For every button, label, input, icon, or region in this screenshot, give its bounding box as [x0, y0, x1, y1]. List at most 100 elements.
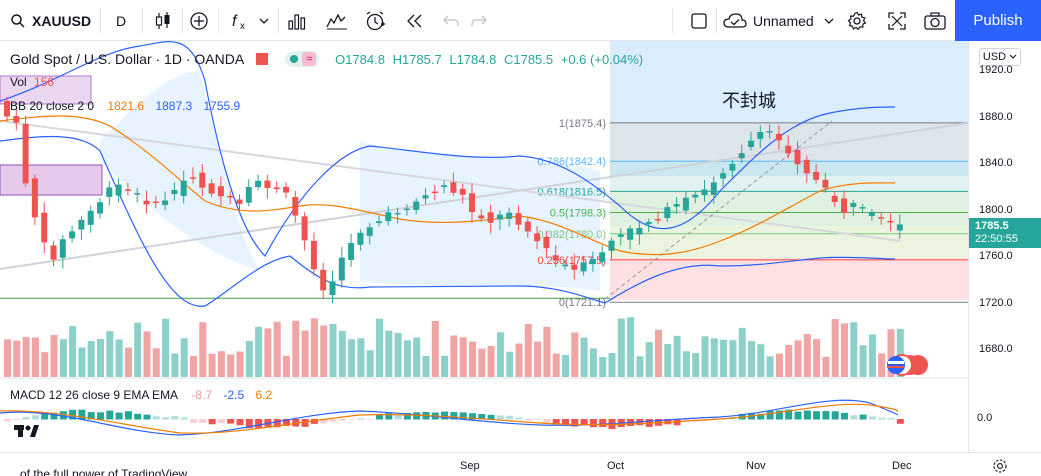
alarm-clock-icon [366, 10, 385, 30]
candle-body [236, 199, 243, 204]
layout-name-label: Unnamed [753, 12, 814, 29]
chart-settings-button[interactable] [845, 0, 869, 41]
volume-bar [868, 334, 876, 377]
ohlc-high: H1785.7 [392, 52, 442, 67]
volume-bar [850, 322, 858, 377]
dividend-flags[interactable] [887, 354, 928, 376]
tradingview-logo[interactable] [14, 425, 39, 437]
candle-body [385, 212, 392, 222]
macd-histogram-bar [841, 412, 848, 420]
candle-body [394, 212, 401, 215]
macd-legend[interactable]: MACD 12 26 close 9 EMA EMA -8.7 -2.5 6.2 [10, 388, 276, 402]
macd-histogram-bar [283, 419, 290, 426]
toolbar-divider [142, 8, 143, 33]
undo-button[interactable] [440, 0, 462, 41]
volume-bar [664, 343, 672, 377]
volume-bar [589, 348, 597, 377]
bollinger-bands [0, 41, 896, 307]
replay-button[interactable] [402, 0, 428, 41]
candle-body [31, 178, 38, 218]
symbol-title: Gold Spot / U.S. Dollar · 1D · OANDA [10, 51, 245, 67]
macd-histogram-bar [329, 419, 337, 422]
volume-bar [757, 344, 765, 377]
gear-icon [847, 11, 867, 30]
chevron-down-icon [1009, 54, 1017, 59]
macd-histogram-bar [524, 419, 532, 421]
chart-canvas[interactable]: 1(1875.4)0.786(1842.4)0.618(1816.5)0.5(1… [0, 41, 969, 452]
macd-histogram-bar [115, 412, 123, 420]
chevron-down-icon [259, 18, 269, 24]
macd-histogram-bar [348, 419, 356, 420]
volume-bar [124, 347, 132, 377]
candle-body [543, 236, 550, 249]
candle-body [171, 189, 178, 195]
symbol-search-button[interactable]: XAUUSD [10, 0, 91, 41]
candle-body [199, 172, 206, 188]
volume-bar [31, 337, 39, 377]
macd-histogram-bar [775, 410, 783, 420]
main-series-legend[interactable]: Gold Spot / U.S. Dollar · 1D · OANDA ≈ O… [10, 51, 647, 67]
candle-body [506, 212, 513, 219]
macd-histogram-bar [236, 419, 244, 426]
macd-histogram-bar [385, 412, 393, 420]
price-tick-label: 1840.0 [979, 157, 1013, 169]
compare-add-symbol-button[interactable] [186, 0, 212, 41]
ohlc-change: +0.6 (+0.04%) [560, 52, 644, 67]
bb-label: BB 20 close 2 0 [10, 99, 95, 113]
last-price-label[interactable]: 1785.5 22:50:55 [969, 218, 1041, 248]
candle-body [487, 212, 494, 223]
candle-body [729, 163, 736, 171]
volume-legend[interactable]: Vol 156 [10, 75, 58, 89]
volume-bar [255, 326, 263, 377]
candle-body [22, 123, 29, 184]
redo-button[interactable] [468, 0, 490, 41]
candle-body [720, 173, 727, 179]
candle-body [329, 281, 336, 296]
volume-bar [348, 339, 356, 377]
candle-body [757, 132, 764, 139]
templates-button[interactable] [324, 0, 350, 41]
layout-menu-button[interactable]: Unnamed [723, 0, 841, 41]
volume-bar [692, 352, 700, 377]
ohlc-open: O1784.8 [335, 52, 385, 67]
candle-body [115, 184, 122, 196]
macd-histogram-bar [292, 419, 300, 427]
drawing-box[interactable] [0, 75, 92, 105]
trend-lines[interactable] [0, 120, 969, 300]
snapshot-button[interactable] [922, 0, 948, 41]
alert-button[interactable] [362, 0, 388, 41]
chart-annotation-text[interactable]: 不封城 [722, 91, 776, 111]
financials-button[interactable] [284, 0, 310, 41]
chart-pane[interactable]: 1(1875.4) 0.786(1842.4) 0.618(1816.5) 0.5(1… [0, 41, 969, 452]
price-scale[interactable]: USD 1920.0 1880.0 1840.0 1800.0 1760.0 1720.0… [968, 41, 1041, 452]
time-axis[interactable]: ...of the full power of TradingView Sep O… [0, 452, 1041, 476]
fib-retracement[interactable]: 1(1875.4)0.786(1842.4)0.618(1816.5)0.5(1… [0, 118, 968, 309]
currency-selector[interactable]: USD [979, 48, 1021, 66]
candle-body [4, 100, 10, 117]
countdown-value: 22:50:55 [975, 233, 1018, 245]
fib-level-label: 0.5(1798.3) [550, 207, 606, 219]
bb-legend[interactable]: BB 20 close 2 0 1821.6 1887.3 1755.9 [10, 99, 244, 113]
interval-button[interactable]: D [115, 12, 127, 29]
plus-circle-icon [190, 11, 208, 30]
drawing-box[interactable] [0, 164, 103, 196]
candle-body [106, 187, 113, 197]
macd-histogram-bar [199, 419, 207, 424]
volume-bar [13, 340, 21, 377]
volume-bar [22, 337, 30, 377]
macd-histogram-bar [859, 414, 867, 420]
fullscreen-button[interactable] [885, 0, 909, 41]
publish-button[interactable]: Publish [955, 0, 1041, 41]
indicators-button[interactable]: f x [226, 0, 274, 41]
time-tick-label: Nov [746, 460, 766, 472]
market-status-icon[interactable]: ≈ [285, 51, 320, 67]
candle-body [766, 130, 773, 133]
volume-bar [682, 351, 690, 377]
select-layout-button[interactable] [688, 0, 710, 41]
macd-histogram-bar [13, 419, 21, 420]
candle-body [859, 207, 866, 209]
candles-chart-type-button[interactable] [150, 0, 176, 41]
macd-histogram-bar [813, 411, 821, 420]
time-axis-settings-button[interactable] [992, 458, 1008, 476]
candle-body [87, 210, 94, 225]
